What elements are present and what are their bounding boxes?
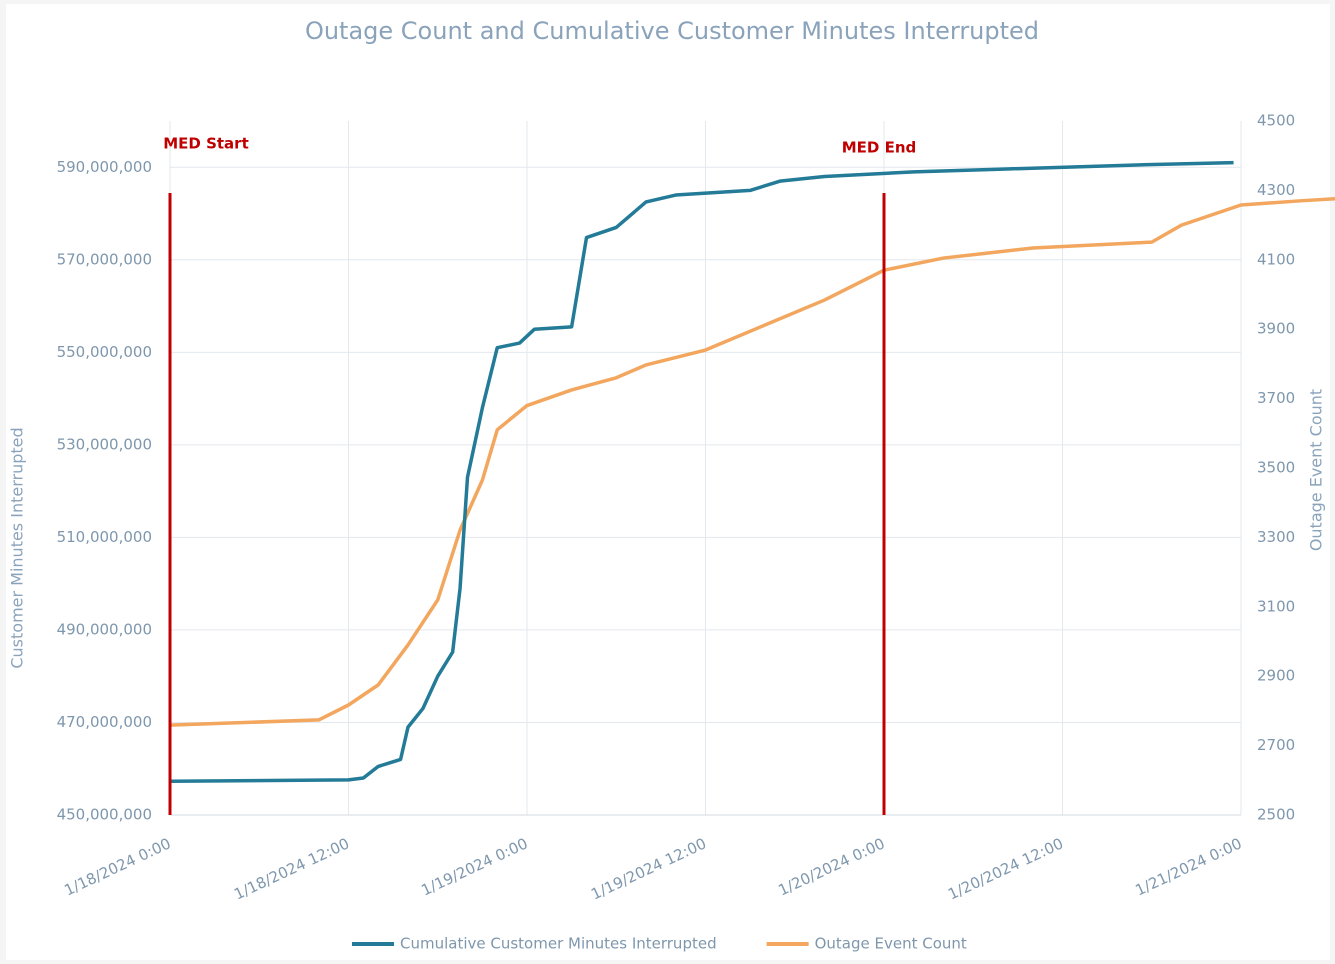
y-axis-title: Customer Minutes Interrupted (8, 427, 27, 668)
y2-tick-label: 2500 (1257, 806, 1295, 824)
y-tick-label: 470,000,000 (57, 713, 152, 731)
y-tick-label: 450,000,000 (57, 806, 152, 824)
y-tick-label: 590,000,000 (57, 158, 152, 176)
y2-tick-label: 4100 (1257, 250, 1295, 268)
y-tick-label: 550,000,000 (57, 343, 152, 361)
y-tick-label: 490,000,000 (57, 620, 152, 638)
y2-tick-label: 2700 (1257, 736, 1295, 754)
legend-label: Cumulative Customer Minutes Interrupted (400, 935, 717, 953)
y-tick-label: 530,000,000 (57, 435, 152, 453)
y2-tick-label: 4300 (1257, 181, 1295, 199)
annotation-label: MED End (842, 139, 917, 157)
y2-tick-label: 2900 (1257, 667, 1295, 685)
y-tick-label: 510,000,000 (57, 528, 152, 546)
y2-tick-label: 3500 (1257, 459, 1295, 477)
series-line (169, 197, 1335, 727)
y2-tick-label: 3300 (1257, 528, 1295, 546)
y2-tick-label: 4500 (1257, 112, 1295, 130)
y-tick-label: 570,000,000 (57, 250, 152, 268)
annotation-label: MED Start (163, 135, 249, 153)
chart-title: Outage Count and Cumulative Customer Min… (305, 17, 1039, 45)
y2-tick-label: 3100 (1257, 597, 1295, 615)
series-line (169, 160, 1234, 783)
legend-label: Outage Event Count (815, 935, 967, 953)
y2-tick-label: 3900 (1257, 320, 1295, 338)
y2-tick-label: 3700 (1257, 389, 1295, 407)
chart-background (6, 4, 1330, 960)
y2-axis-title: Outage Event Count (1307, 389, 1326, 551)
